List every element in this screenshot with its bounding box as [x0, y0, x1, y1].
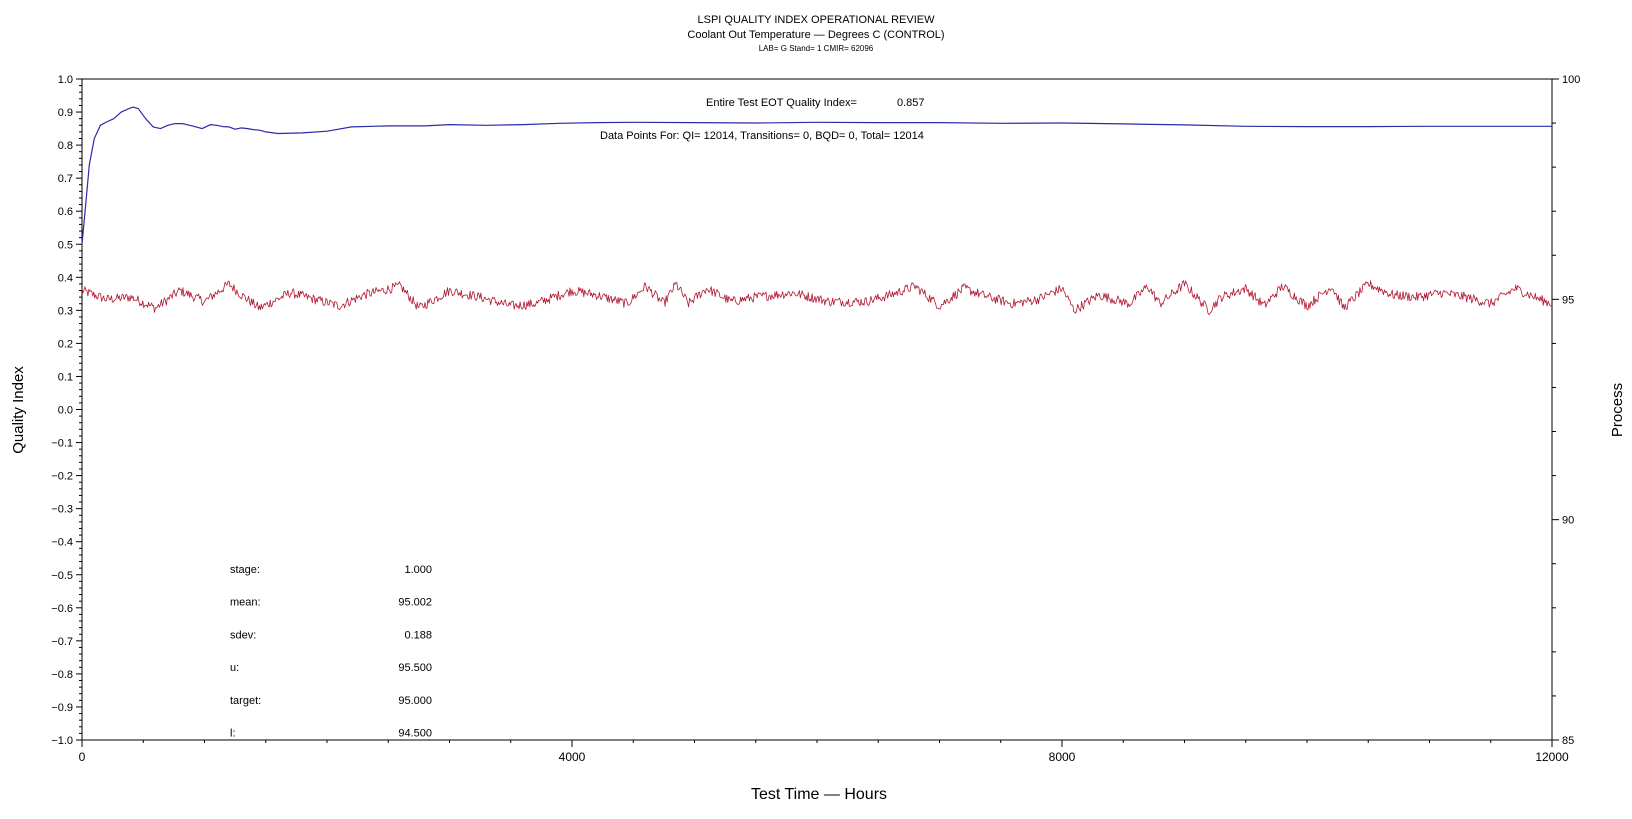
stat-value: 95.500	[398, 662, 432, 674]
y-tick-label: 0.6	[58, 206, 73, 218]
x-axis-label: Test Time — Hours	[751, 786, 887, 803]
process-series-line	[81, 280, 1553, 316]
data-points-annotation: Data Points For: QI= 12014, Transitions=…	[600, 130, 924, 142]
y-tick-label: −0.2	[51, 471, 73, 483]
stat-label: u:	[230, 662, 239, 674]
eot-value: 0.857	[897, 97, 925, 109]
x-tick-label: 12000	[1535, 750, 1569, 764]
y-tick-label: −0.6	[51, 603, 73, 615]
y-tick-label: 0.1	[58, 371, 73, 383]
y2-tick-label: 95	[1562, 294, 1574, 306]
y-tick-label: −0.9	[51, 702, 73, 714]
x-tick-label: 4000	[559, 750, 586, 764]
stat-value: 1.000	[404, 564, 432, 576]
y-tick-label: 0.9	[58, 107, 73, 119]
y-tick-label: −0.7	[51, 636, 73, 648]
y-tick-label: −0.5	[51, 570, 73, 582]
y-tick-label: −0.3	[51, 504, 73, 516]
axes-group: 1.0 0.9 0.8 0.7 0.6 0.5 0.4 0.3 0.2 0.1 0.0 −0.1 −0.…	[51, 74, 1580, 764]
quality-index-series-line	[81, 106, 1552, 245]
y-axis-label: Quality Index	[10, 366, 27, 454]
stat-value: 94.500	[398, 728, 432, 740]
chart-title: LSPI QUALITY INDEX OPERATIONAL REVIEW	[697, 14, 935, 26]
plot-frame	[81, 78, 1553, 741]
x-tick-label: 0	[79, 750, 86, 764]
y2-tick-label: 85	[1562, 735, 1574, 747]
stat-value: 0.188	[404, 629, 432, 641]
chart-subtitle: Coolant Out Temperature — Degrees C (CON…	[687, 29, 945, 41]
y-tick-label: 0.7	[58, 173, 73, 185]
stat-value: 95.002	[398, 597, 432, 609]
y-tick-label: 0.0	[58, 405, 73, 417]
y2-axis-label: Process	[1609, 383, 1626, 437]
stats-table: stage: 1.000 mean: 95.002 sdev: 0.188 u: 95.500…	[230, 564, 432, 740]
y-tick-label: 0.5	[58, 239, 73, 251]
y-tick-label: 1.0	[58, 74, 73, 86]
x-tick-label: 8000	[1049, 750, 1076, 764]
stat-value: 95.000	[398, 695, 432, 707]
y-tick-label: −0.1	[51, 438, 73, 450]
y-tick-label: 0.3	[58, 305, 73, 317]
y2-tick-label: 90	[1562, 515, 1574, 527]
stat-label: stage:	[230, 564, 260, 576]
y-tick-label: −0.4	[51, 537, 73, 549]
stat-label: mean:	[230, 597, 261, 609]
y-tick-label: −1.0	[51, 735, 73, 747]
y-tick-label: −0.8	[51, 669, 73, 681]
y-tick-label: 0.2	[58, 338, 73, 350]
stat-label: l:	[230, 728, 236, 740]
y-tick-label: 0.8	[58, 140, 73, 152]
y2-tick-label: 100	[1562, 74, 1580, 86]
eot-label: Entire Test EOT Quality Index=	[706, 97, 857, 109]
stat-label: sdev:	[230, 629, 256, 641]
y-tick-label: 0.4	[58, 272, 73, 284]
stat-label: target:	[230, 695, 261, 707]
chart-info: LAB= G Stand= 1 CMIR= 62096	[758, 44, 874, 53]
series-group	[81, 106, 1553, 316]
